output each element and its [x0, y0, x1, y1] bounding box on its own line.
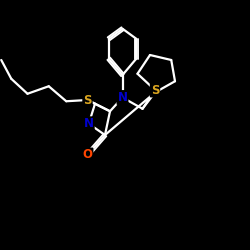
Text: S: S	[83, 94, 92, 106]
Text: N: N	[84, 117, 94, 130]
Text: O: O	[82, 148, 92, 162]
Text: N: N	[118, 91, 128, 104]
Text: S: S	[151, 84, 159, 96]
